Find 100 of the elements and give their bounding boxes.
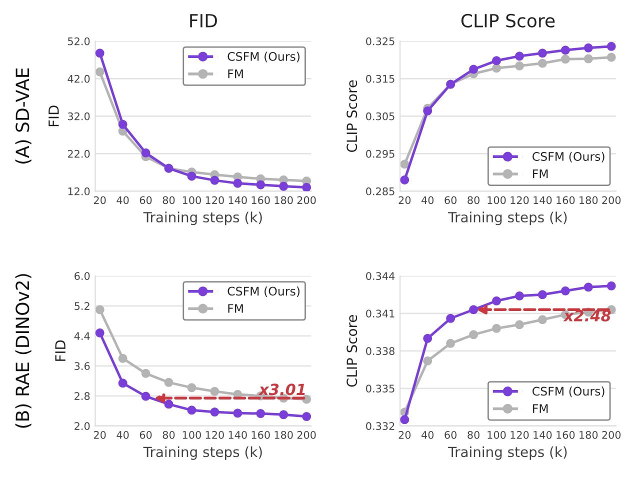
point [538, 48, 547, 58]
point [279, 410, 288, 420]
point [469, 64, 478, 74]
x-tick-label: 80 [468, 430, 480, 439]
y-tick-label: 2.8 [74, 392, 90, 400]
x-tick-label: 20 [398, 430, 411, 439]
y-tick-label: 5.2 [74, 302, 90, 310]
x-tick-label: 80 [162, 196, 175, 204]
point [164, 400, 174, 409]
point [469, 330, 478, 340]
point [95, 48, 104, 58]
x-tick-label: 180 [274, 196, 293, 204]
point [584, 54, 593, 64]
point [514, 320, 524, 330]
x-tick-label: 120 [510, 196, 529, 204]
y-tick-label: 22.0 [68, 150, 90, 158]
point [514, 291, 524, 300]
x-tick-label: 40 [116, 430, 129, 439]
point [584, 282, 593, 292]
point [141, 368, 150, 378]
point [560, 46, 570, 55]
y-tick-label: 32.0 [68, 112, 90, 120]
x-tick-label: 200 [602, 430, 621, 439]
x-tick-label: 120 [510, 430, 529, 439]
x-axis-title: Training steps (k) [448, 446, 567, 460]
point [584, 43, 593, 52]
y-tick-label: 0.315 [366, 74, 394, 83]
x-tick-label: 60 [444, 430, 457, 439]
y-tick-label: 0.335 [366, 384, 394, 393]
x-tick-label: 160 [556, 196, 575, 204]
text: (A) SD-VAE [15, 68, 32, 164]
point [141, 392, 150, 401]
legend-label: FM [533, 169, 548, 178]
point [118, 378, 128, 388]
point [514, 61, 524, 70]
x-tick-label: 120 [206, 196, 224, 204]
x-tick-label: 200 [297, 196, 316, 204]
point [492, 56, 502, 66]
point [95, 328, 104, 338]
point [233, 178, 242, 188]
y-tick-label: 0.338 [366, 347, 394, 356]
y-tick-label: 4.4 [74, 332, 90, 340]
x-axis-title: Training steps (k) [448, 212, 567, 226]
point [538, 58, 547, 68]
legend-label: FM [228, 69, 243, 78]
point [95, 305, 104, 314]
legend-label: CSFM (Ours) [228, 52, 300, 62]
x-tick-label: 40 [421, 430, 434, 439]
x-tick-label: 20 [94, 430, 106, 439]
point [560, 54, 570, 64]
y-tick-label: 42.0 [68, 74, 90, 83]
point [95, 67, 104, 76]
x-tick-label: 180 [274, 430, 293, 439]
x-tick-label: 60 [140, 430, 152, 439]
x-tick-label: 120 [206, 430, 224, 439]
x-axis-title: Training steps (k) [143, 212, 262, 226]
point [256, 409, 266, 418]
point [302, 412, 312, 422]
point [492, 324, 502, 333]
point [210, 176, 220, 185]
point [514, 52, 524, 61]
point [446, 314, 456, 323]
point [210, 386, 220, 396]
y-tick-label: 6.0 [74, 272, 90, 280]
point [187, 172, 196, 181]
x-tick-label: 100 [488, 430, 506, 439]
x-tick-label: 200 [602, 196, 621, 204]
point [423, 106, 432, 116]
legend-label: CSFM (Ours) [532, 152, 604, 162]
point [187, 406, 196, 415]
legend-label: FM [228, 304, 243, 313]
x-tick-label: 40 [421, 196, 434, 204]
annotation: x3.01 [258, 384, 305, 396]
text: (B) RAE (DINOv2) [15, 274, 32, 428]
y-tick-label: 2.0 [74, 422, 90, 430]
point [210, 408, 220, 417]
y-tick-label: 0.295 [366, 150, 394, 158]
point [256, 180, 266, 190]
y-tick-label: 0.325 [366, 37, 394, 46]
point [606, 52, 616, 62]
x-tick-label: 160 [252, 430, 270, 439]
legend-label: CSFM (Ours) [532, 386, 604, 398]
point [446, 338, 456, 348]
point [118, 354, 128, 363]
y-tick-label: 0.344 [366, 272, 395, 280]
x-tick-label: 100 [182, 430, 201, 439]
point [400, 415, 410, 424]
x-axis-title: Training steps (k) [143, 446, 262, 460]
x-tick-label: 100 [182, 196, 201, 204]
chart-title: FID [190, 14, 217, 28]
x-tick-label: 80 [162, 430, 175, 439]
point [606, 42, 616, 51]
point [469, 305, 478, 314]
point [302, 182, 312, 192]
x-tick-label: 200 [297, 430, 316, 439]
y-tick-label: 12.0 [68, 187, 90, 196]
point [233, 408, 242, 418]
point [118, 120, 128, 129]
point [400, 175, 410, 184]
x-tick-label: 60 [444, 196, 457, 204]
